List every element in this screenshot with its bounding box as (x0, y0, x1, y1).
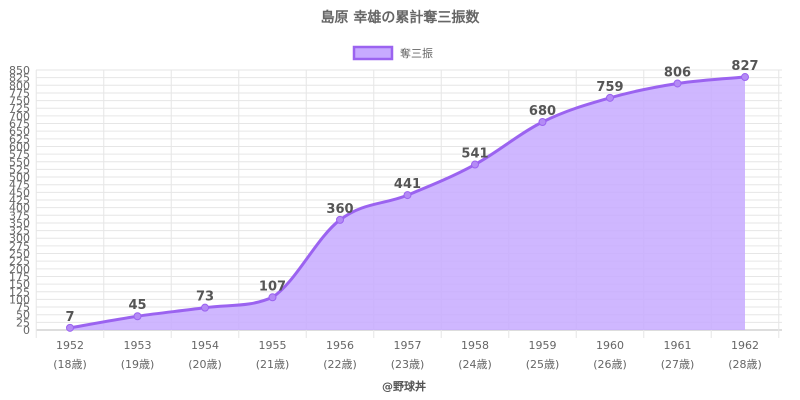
x-tick-age-label: (27歳) (661, 358, 695, 371)
data-points (66, 73, 749, 332)
x-tick-age-label: (25歳) (526, 358, 560, 371)
data-label: 759 (596, 80, 623, 95)
y-tick-label: 500 (9, 171, 30, 184)
y-tick-label: 550 (9, 156, 30, 169)
data-point[interactable] (673, 79, 682, 88)
credit-label: @野球丼 (382, 379, 426, 393)
data-label: 680 (529, 104, 556, 119)
x-tick-label: 1960 (596, 339, 624, 352)
x-tick-label: 1961 (664, 339, 692, 352)
y-tick-label: 175 (9, 270, 30, 283)
legend-swatch (352, 45, 394, 61)
x-tick-label: 1955 (259, 339, 287, 352)
y-tick-label: 225 (9, 255, 30, 268)
x-tick-label: 1953 (124, 339, 152, 352)
legend-label: 奪三振 (400, 46, 433, 60)
x-tick-label: 1952 (56, 339, 84, 352)
x-tick-age-label: (28歳) (728, 358, 762, 371)
y-tick-label: 700 (9, 110, 30, 123)
data-point[interactable] (201, 303, 209, 312)
x-tick-label: 1956 (326, 339, 354, 352)
x-tick-age-label: (18歳) (53, 358, 87, 371)
data-label: 441 (394, 177, 421, 192)
y-tick-label: 850 (9, 64, 30, 77)
data-point[interactable] (471, 160, 479, 169)
y-tick-label: 450 (9, 186, 30, 199)
y-tick-label: 475 (9, 179, 30, 192)
y-tick-label: 275 (9, 240, 30, 253)
y-tick-label: 250 (9, 248, 30, 261)
y-tick-label: 325 (9, 225, 30, 238)
y-tick-label: 775 (9, 87, 30, 100)
y-tick-label: 650 (9, 125, 30, 138)
y-tick-label: 25 (16, 316, 30, 329)
x-tick-age-label: (26歳) (593, 358, 627, 371)
series-area (70, 77, 745, 330)
y-tick-label: 100 (9, 293, 30, 306)
y-tick-label: 525 (9, 163, 30, 176)
y-tick-label: 725 (9, 102, 30, 115)
x-tick-label: 1957 (394, 339, 422, 352)
x-tick-label: 1954 (191, 339, 219, 352)
y-tick-label: 825 (9, 72, 30, 85)
chart-title: 島原 幸雄の累計奪三振数 (321, 9, 481, 26)
y-tick-label: 400 (9, 202, 30, 215)
legend[interactable]: 奪三振 (352, 45, 433, 61)
y-tick-label: 300 (9, 232, 30, 245)
x-tick-label: 1958 (461, 339, 489, 352)
x-tick-label: 1962 (731, 339, 759, 352)
data-label: 7 (65, 310, 74, 325)
y-tick-label: 0 (23, 324, 30, 337)
data-label: 827 (731, 59, 758, 74)
y-tick-label: 50 (16, 309, 30, 322)
x-tick-age-label: (23歳) (391, 358, 425, 371)
y-tick-label: 600 (9, 140, 30, 153)
data-point[interactable] (268, 293, 277, 302)
x-tick-age-label: (22歳) (323, 358, 357, 371)
data-labels: 7 45 73 107 360 441 541 680 759 806 827 (65, 59, 758, 325)
y-tick-label: 75 (16, 301, 30, 314)
data-point[interactable] (133, 312, 142, 321)
data-label: 73 (196, 290, 214, 305)
y-tick-label: 675 (9, 118, 30, 131)
data-point[interactable] (538, 118, 547, 126)
data-label: 541 (461, 147, 488, 162)
y-axis: 0255075100125150175200225250275300325350… (9, 64, 30, 337)
data-label: 107 (259, 279, 286, 294)
y-tick-label: 425 (9, 194, 30, 207)
x-tick-age-label: (24歳) (458, 358, 492, 371)
y-tick-label: 625 (9, 133, 30, 146)
data-point[interactable] (336, 215, 344, 224)
y-tick-label: 750 (9, 95, 30, 108)
data-point[interactable] (66, 323, 74, 332)
data-label: 360 (326, 202, 353, 217)
y-tick-label: 375 (9, 209, 30, 222)
x-tick-label: 1959 (529, 339, 557, 352)
y-tick-label: 200 (9, 263, 30, 276)
y-tick-label: 150 (9, 278, 30, 291)
y-tick-label: 125 (9, 286, 30, 299)
x-tick-age-label: (20歳) (188, 358, 222, 371)
data-label: 45 (128, 298, 146, 313)
x-tick-age-label: (21歳) (256, 358, 290, 371)
y-tick-label: 575 (9, 148, 30, 161)
y-tick-label: 800 (9, 79, 30, 92)
data-point[interactable] (606, 93, 614, 102)
data-point[interactable] (741, 73, 749, 82)
x-tick-age-label: (19歳) (121, 358, 155, 371)
data-point[interactable] (403, 191, 412, 200)
data-label: 806 (664, 65, 691, 80)
x-axis: 1952 (18歳) 1953 (19歳) 1954 (20歳) 1955 (21歳) 1956… (53, 339, 762, 371)
y-tick-label: 350 (9, 217, 30, 230)
